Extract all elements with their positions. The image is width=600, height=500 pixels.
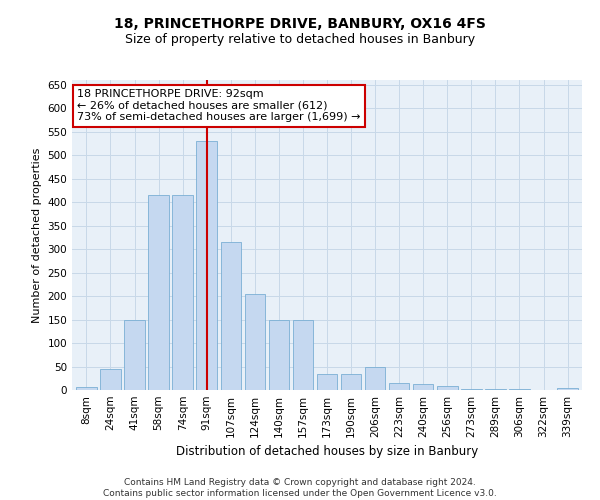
Bar bbox=[148, 195, 169, 390]
Bar bbox=[461, 388, 482, 390]
Bar bbox=[100, 370, 121, 390]
Text: 18, PRINCETHORPE DRIVE, BANBURY, OX16 4FS: 18, PRINCETHORPE DRIVE, BANBURY, OX16 4F… bbox=[114, 18, 486, 32]
Bar bbox=[437, 386, 458, 390]
Bar bbox=[557, 388, 578, 390]
Bar bbox=[245, 294, 265, 390]
Bar bbox=[317, 374, 337, 390]
Bar bbox=[221, 242, 241, 390]
Bar bbox=[509, 389, 530, 390]
Bar bbox=[172, 195, 193, 390]
Bar bbox=[365, 366, 385, 390]
Bar bbox=[413, 384, 433, 390]
Bar bbox=[341, 374, 361, 390]
Text: Contains HM Land Registry data © Crown copyright and database right 2024.
Contai: Contains HM Land Registry data © Crown c… bbox=[103, 478, 497, 498]
Text: 18 PRINCETHORPE DRIVE: 92sqm
← 26% of detached houses are smaller (612)
73% of s: 18 PRINCETHORPE DRIVE: 92sqm ← 26% of de… bbox=[77, 90, 361, 122]
Bar bbox=[76, 386, 97, 390]
Text: Size of property relative to detached houses in Banbury: Size of property relative to detached ho… bbox=[125, 32, 475, 46]
Bar bbox=[293, 320, 313, 390]
Y-axis label: Number of detached properties: Number of detached properties bbox=[32, 148, 42, 322]
Bar bbox=[124, 320, 145, 390]
Bar bbox=[196, 141, 217, 390]
Bar bbox=[389, 383, 409, 390]
X-axis label: Distribution of detached houses by size in Banbury: Distribution of detached houses by size … bbox=[176, 446, 478, 458]
Bar bbox=[269, 320, 289, 390]
Bar bbox=[485, 389, 506, 390]
